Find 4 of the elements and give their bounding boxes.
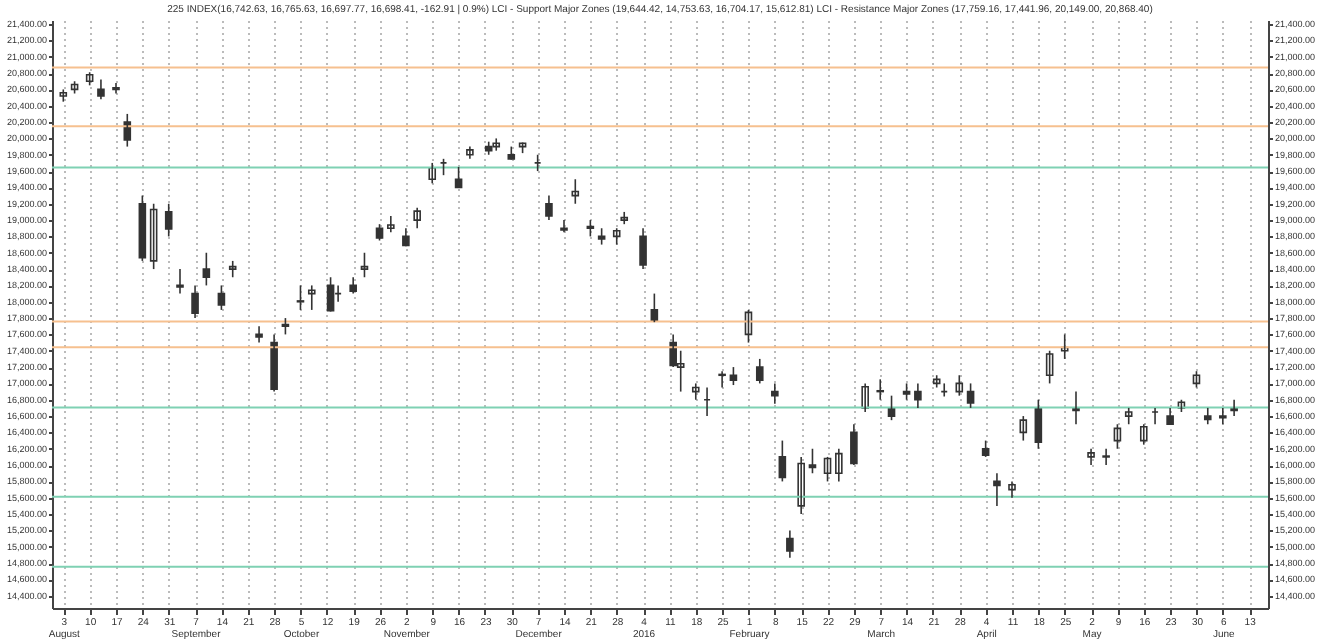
candlestick — [1102, 447, 1110, 466]
candlestick — [296, 284, 305, 311]
candlestick — [560, 219, 568, 234]
candlestick — [1219, 407, 1227, 426]
